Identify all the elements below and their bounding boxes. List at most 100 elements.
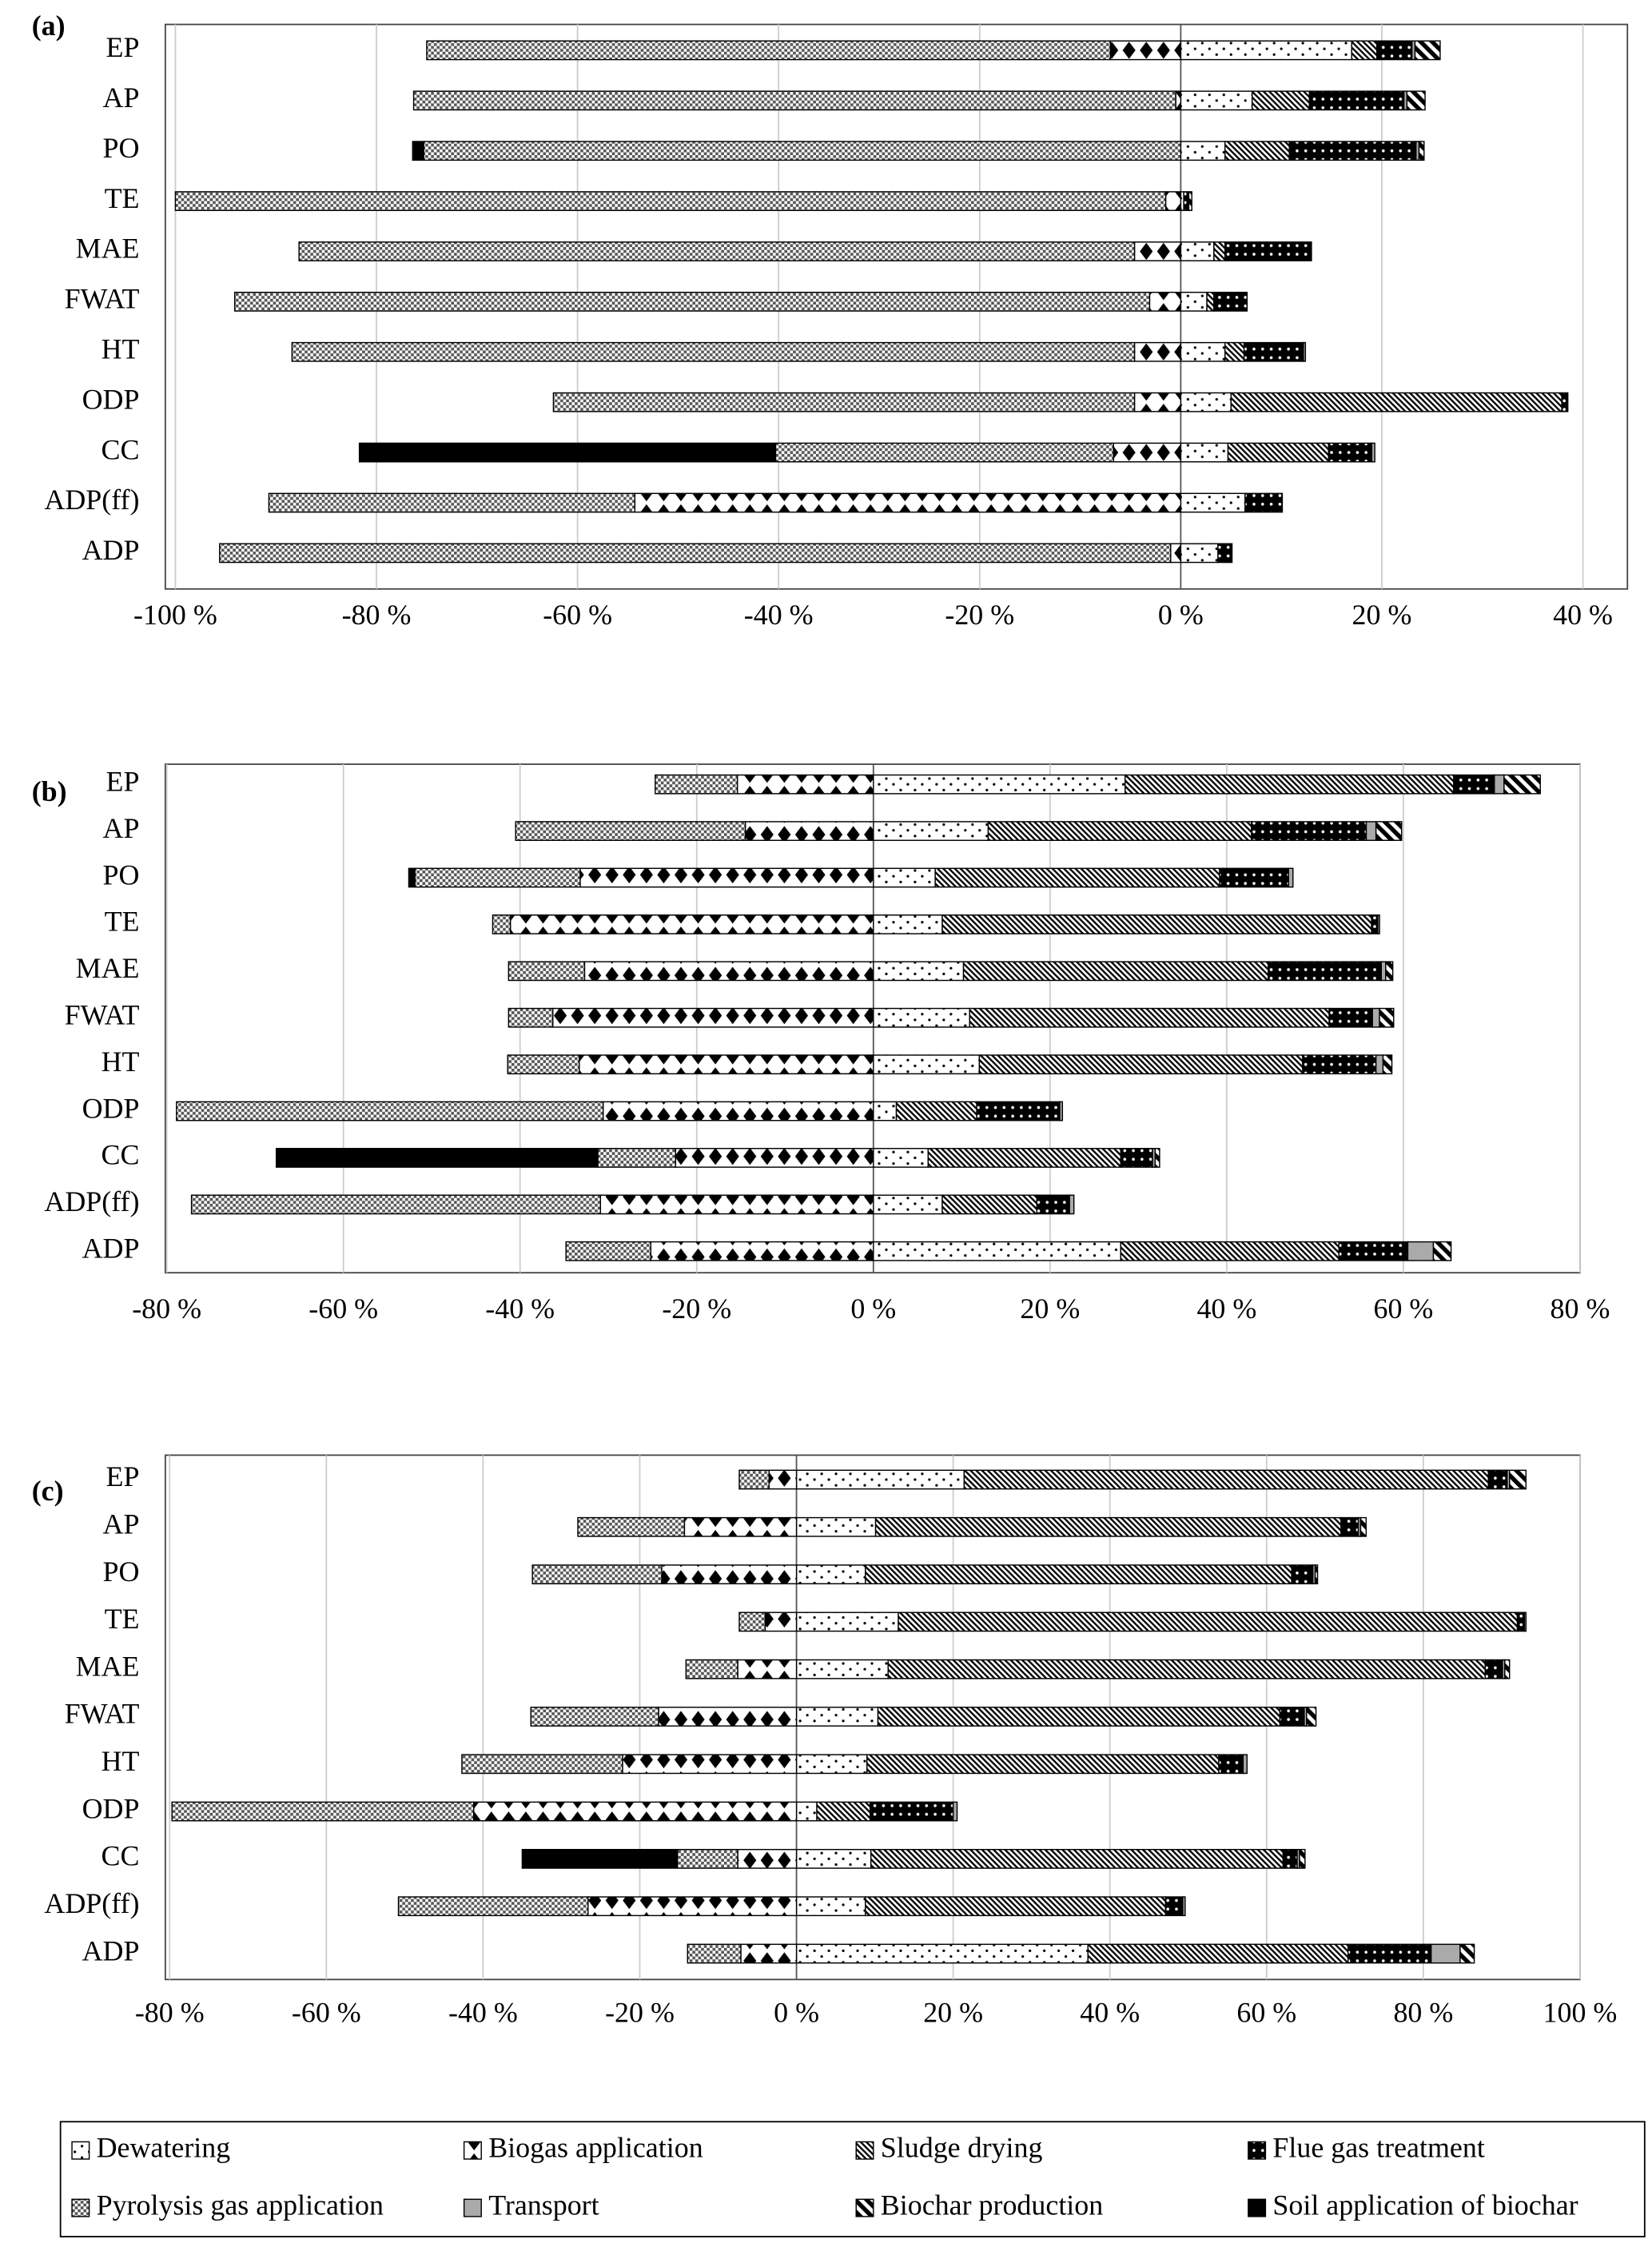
bar-segment xyxy=(685,1659,738,1679)
bar-segment xyxy=(1375,821,1403,842)
legend-swatch xyxy=(463,2141,482,2160)
bar-segment xyxy=(1288,141,1417,161)
bar-segment xyxy=(873,1007,970,1028)
bar-segment xyxy=(1453,774,1495,795)
bar-segment xyxy=(602,1101,874,1122)
y-tick-label: AP xyxy=(103,1508,140,1540)
y-tick-label: ADP(ff) xyxy=(44,484,139,516)
bar-segment xyxy=(408,867,416,888)
bar-segment xyxy=(962,961,1269,982)
bar-segment xyxy=(1224,141,1290,161)
bar-segment xyxy=(795,1564,866,1584)
bar-segment xyxy=(1251,821,1367,842)
bar-segment xyxy=(1407,1241,1435,1261)
bar-segment xyxy=(1164,1896,1184,1917)
x-tick-label: 60 % xyxy=(1373,1293,1433,1325)
x-tick-label: 100 % xyxy=(1543,1997,1618,2029)
bar-segment xyxy=(865,1896,1167,1917)
bar-segment xyxy=(507,1054,580,1075)
legend-swatch xyxy=(855,2198,874,2217)
bar-segment xyxy=(1371,1007,1380,1028)
bar-segment xyxy=(1227,442,1330,463)
y-tick-label: MAE xyxy=(76,952,140,984)
bar-segment xyxy=(873,1194,943,1215)
legend-label: Soil application of biochar xyxy=(1272,2189,1578,2221)
bar-segment xyxy=(1206,291,1215,312)
x-tick-label: -20 % xyxy=(945,599,1014,631)
bar-segment xyxy=(873,1054,981,1075)
bar-segment xyxy=(508,1007,554,1028)
bar-segment xyxy=(978,1054,1304,1075)
bar-segment xyxy=(987,821,1252,842)
bar-segment xyxy=(1251,90,1311,111)
bar-segment xyxy=(1375,40,1413,61)
y-tick-label: FWAT xyxy=(65,283,140,315)
bar-segment xyxy=(738,1469,770,1490)
bar-segment xyxy=(1299,1849,1306,1869)
x-tick-label: 20 % xyxy=(1352,599,1412,631)
bar-segment xyxy=(941,914,1372,934)
panel-label: (a) xyxy=(32,10,66,42)
bar-segment xyxy=(873,1241,1121,1261)
bar-segment xyxy=(976,1101,1061,1122)
bar-segment xyxy=(1302,1054,1377,1075)
bar-segment xyxy=(795,1754,868,1775)
legend-swatch xyxy=(463,2198,482,2217)
bar-segment xyxy=(171,1801,475,1822)
bar-segment xyxy=(358,442,777,463)
bar-segment xyxy=(869,1801,954,1822)
bar-segment xyxy=(865,1564,1292,1584)
bar-segment xyxy=(1291,1564,1314,1584)
y-tick-label: ADP xyxy=(82,1934,140,1966)
bar-segment xyxy=(579,1054,874,1075)
y-tick-label: ADP(ff) xyxy=(44,1185,139,1217)
bar-segment xyxy=(952,1801,958,1822)
legend-label: Flue gas treatment xyxy=(1272,2131,1484,2163)
bar-segment xyxy=(1180,341,1226,362)
bar-segment xyxy=(1230,392,1562,412)
bar-segment xyxy=(426,40,1112,61)
bar-segment xyxy=(873,961,965,982)
y-tick-label: TE xyxy=(105,1603,140,1635)
bar-segment xyxy=(1183,191,1190,211)
bar-segment xyxy=(1359,1516,1367,1537)
bar-segment xyxy=(1180,392,1232,412)
y-tick-label: MAE xyxy=(76,233,140,265)
bar-segment xyxy=(877,1707,1281,1727)
bar-segment xyxy=(1243,341,1304,362)
bar-segment xyxy=(587,1896,798,1917)
bar-segment xyxy=(414,867,581,888)
bar-segment xyxy=(887,1659,1487,1679)
bar-segment xyxy=(1180,291,1208,312)
x-tick-label: 80 % xyxy=(1550,1293,1610,1325)
bar-segment xyxy=(1328,1007,1373,1028)
y-tick-label: PO xyxy=(103,1556,140,1588)
bar-segment xyxy=(1218,1754,1244,1775)
x-tick-label: -60 % xyxy=(309,1293,378,1325)
x-tick-label: 40 % xyxy=(1553,599,1613,631)
bar-segment xyxy=(1180,442,1229,463)
bar-segment xyxy=(1219,867,1289,888)
bar-segment xyxy=(233,291,1151,312)
bar-segment xyxy=(927,1148,1121,1168)
bar-segment xyxy=(472,1801,798,1822)
bar-segment xyxy=(1484,1659,1503,1679)
bar-segment xyxy=(1418,141,1425,161)
bar-segment xyxy=(1306,1707,1317,1727)
x-tick-label: -60 % xyxy=(292,1997,361,2029)
bar-segment xyxy=(1414,40,1441,61)
bar-segment xyxy=(737,1659,798,1679)
bar-segment xyxy=(1406,90,1426,111)
bar-segment xyxy=(1503,774,1541,795)
x-tick-label: -80 % xyxy=(342,599,412,631)
bar-segment xyxy=(579,867,874,888)
bar-segment xyxy=(291,341,1136,362)
bar-segment xyxy=(738,1612,766,1632)
x-tick-label: 0 % xyxy=(774,1997,819,2029)
bar-segment xyxy=(675,1148,874,1168)
y-tick-label: CC xyxy=(102,1840,140,1872)
bar-segment xyxy=(622,1754,798,1775)
bar-segment xyxy=(1242,1754,1248,1775)
x-tick-label: -80 % xyxy=(132,1293,201,1325)
bar-segment xyxy=(1340,1516,1359,1537)
